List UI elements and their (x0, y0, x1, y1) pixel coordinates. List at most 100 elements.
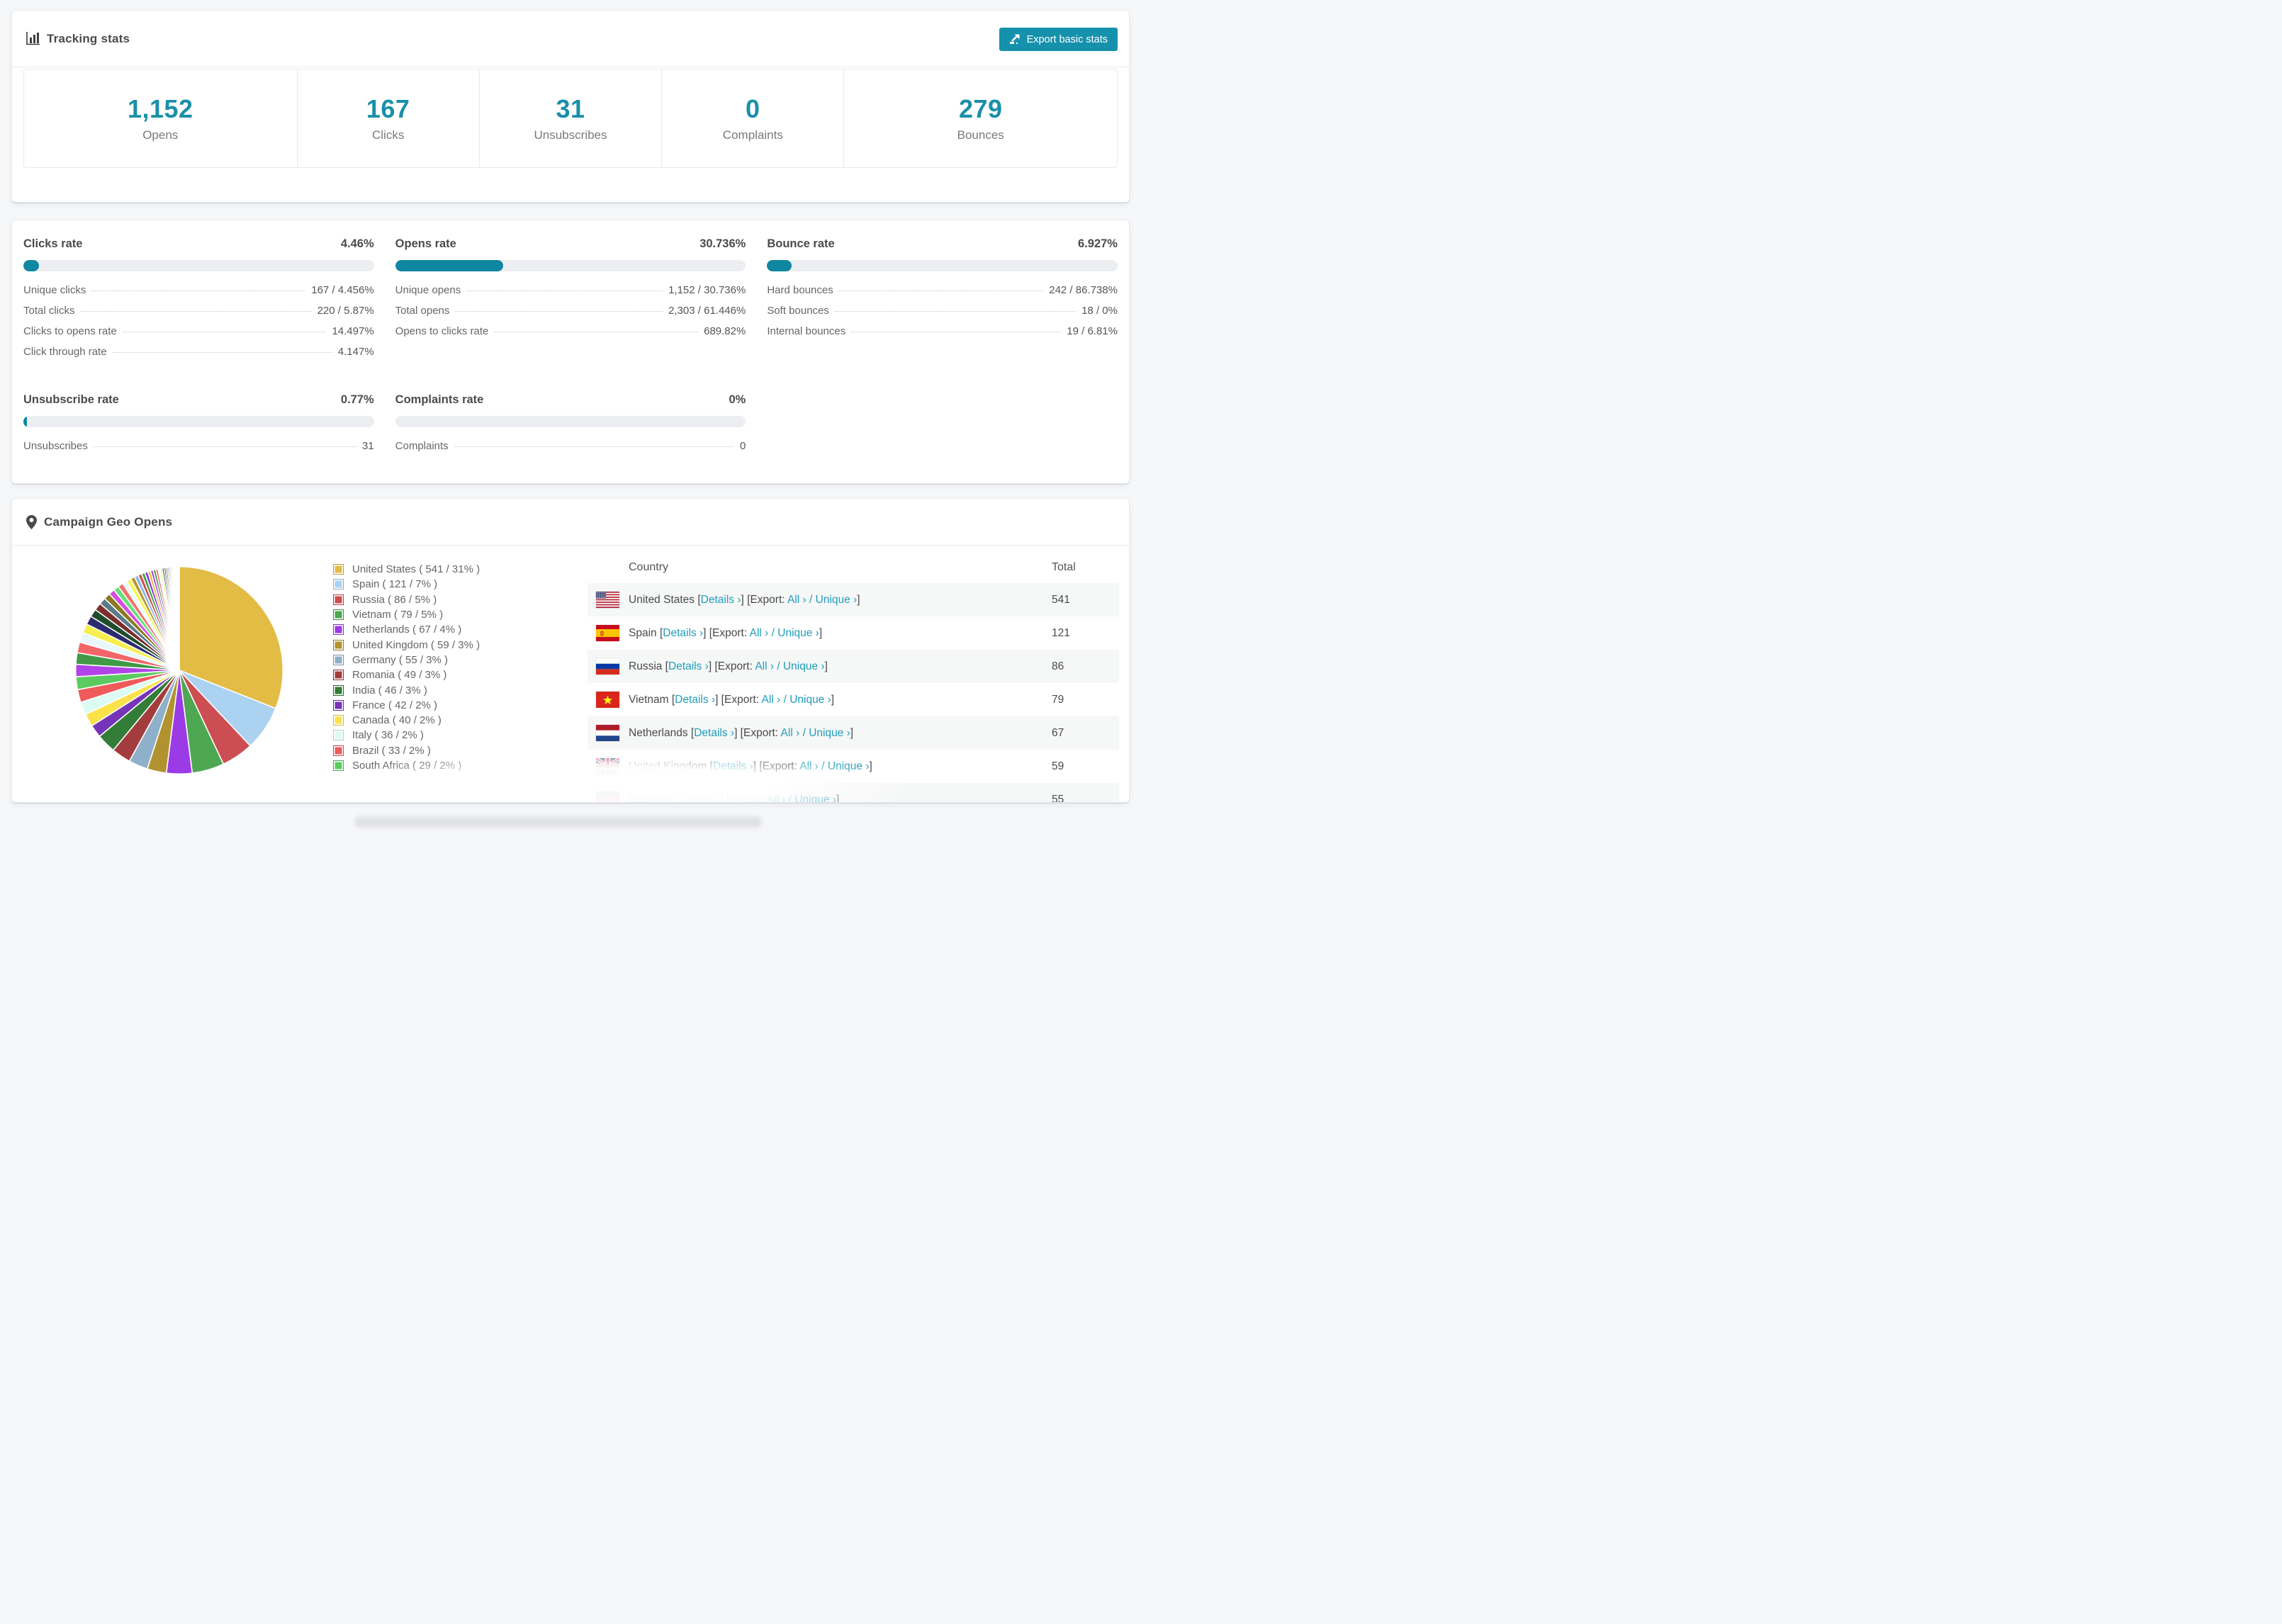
dotted-leader (455, 311, 663, 312)
legend-item-spain: Spain ( 121 / 7% ) (333, 577, 503, 592)
legend-color-chip (333, 670, 344, 681)
stat-label: Bounces (957, 128, 1004, 142)
export-separator[interactable]: / (802, 726, 806, 739)
geo-opens-title-text: Campaign Geo Opens (44, 514, 173, 529)
rate-row-clicks-to-opens-rate: Clicks to opens rate 14.497% (23, 325, 374, 346)
country-cell: United States [Details ›] [Export: All ›… (588, 592, 1052, 608)
stat-label: Clicks (371, 128, 405, 142)
rate-value: 0.77% (340, 393, 374, 406)
legend-item-united-kingdom: United Kingdom ( 59 / 3% ) (333, 637, 503, 652)
rate-row-label: Click through rate (23, 346, 107, 358)
rate-row-label: Unique clicks (23, 284, 86, 296)
rate-row-value: 14.497% (332, 325, 374, 337)
rate-row-label: Internal bounces (767, 325, 846, 337)
geo-table-row-russia: Russia [Details ›] [Export: All › / Uniq… (588, 650, 1119, 683)
stat-box-unsubscribes: 31 Unsubscribes (480, 69, 663, 167)
details-link[interactable]: Details › (668, 660, 709, 672)
legend-color-chip (333, 760, 344, 771)
export-all-link[interactable]: All › (766, 793, 786, 803)
stat-label: Complaints (722, 128, 783, 142)
export-separator[interactable]: / (821, 760, 825, 772)
export-unique-link[interactable]: Unique › (815, 593, 858, 606)
rate-row-total-clicks: Total clicks 220 / 5.87% (23, 305, 374, 325)
rate-row-value: 1,152 / 30.736% (668, 284, 746, 296)
flag-icon-ru (596, 658, 619, 675)
legend-color-chip (333, 579, 344, 590)
export-all-link[interactable]: All › (787, 593, 806, 606)
details-link[interactable]: Details › (680, 793, 721, 803)
export-all-link[interactable]: All › (749, 626, 769, 639)
rate-title: Bounce rate (767, 237, 835, 250)
legend-item-netherlands: Netherlands ( 67 / 4% ) (333, 622, 503, 637)
tracking-stats-title-text: Tracking stats (47, 31, 130, 45)
rate-row-internal-bounces: Internal bounces 19 / 6.81% (767, 325, 1118, 346)
rate-row-soft-bounces: Soft bounces 18 / 0% (767, 305, 1118, 325)
rate-title: Opens rate (395, 237, 456, 250)
rate-progress-fill (23, 416, 27, 427)
export-unique-link[interactable]: Unique › (777, 626, 819, 639)
rate-head: Complaints rate 0% (395, 393, 746, 407)
export-separator[interactable]: / (771, 626, 775, 639)
rate-progress-track (23, 260, 374, 271)
export-icon (1009, 34, 1020, 44)
details-link[interactable]: Details › (700, 593, 741, 606)
tracking-stats-body: 1,152 Opens 167 Clicks 31 Unsubscribes 0 Compla… (12, 69, 1129, 202)
rates-card: Clicks rate 4.46% Unique clicks 167 / 4.456… (11, 220, 1130, 484)
export-basic-stats-button[interactable]: Export basic stats (999, 28, 1118, 51)
total-cell: 86 (1052, 660, 1064, 672)
total-cell: 55 (1052, 793, 1064, 803)
country-links-text: United States [Details ›] [Export: All ›… (629, 593, 860, 606)
legend-label: South Africa ( 29 / 2% ) (352, 760, 462, 772)
stat-box-clicks: 167 Clicks (298, 69, 480, 167)
details-link[interactable]: Details › (712, 760, 753, 772)
export-all-link[interactable]: All › (780, 726, 800, 739)
details-link[interactable]: Details › (694, 726, 735, 739)
export-all-link[interactable]: All › (761, 693, 781, 706)
legend-label: United States ( 541 / 31% ) (352, 563, 480, 576)
export-unique-link[interactable]: Unique › (789, 693, 831, 706)
flag-icon-gb (596, 758, 619, 774)
rate-progress-track (395, 260, 746, 271)
country-cell: Russia [Details ›] [Export: All › / Uniq… (588, 658, 1052, 675)
export-separator[interactable]: / (783, 693, 787, 706)
flag-icon-us (596, 592, 619, 608)
export-unique-link[interactable]: Unique › (782, 660, 825, 672)
rate-row-label: Soft bounces (767, 305, 829, 317)
campaign-geo-opens-card: Campaign Geo Opens United States ( 541 /… (11, 498, 1130, 803)
rate-row-value: 2,303 / 61.446% (668, 305, 746, 317)
export-separator[interactable]: / (788, 793, 792, 803)
tracking-stats-header: Tracking stats Export basic stats (12, 11, 1129, 67)
legend-item-united-states: United States ( 541 / 31% ) (333, 562, 503, 577)
export-all-link[interactable]: All › (755, 660, 775, 672)
country-links-text: United Kingdom [Details ›] [Export: All … (629, 760, 872, 772)
location-pin-icon (26, 514, 37, 529)
legend-color-chip (333, 715, 344, 726)
export-separator[interactable]: / (777, 660, 780, 672)
rate-title: Clicks rate (23, 237, 83, 250)
country-column-header: Country (629, 560, 669, 573)
export-unique-link[interactable]: Unique › (794, 793, 836, 803)
details-link[interactable]: Details › (663, 626, 704, 639)
export-separator[interactable]: / (809, 593, 813, 606)
export-all-link[interactable]: All › (799, 760, 819, 772)
legend-label: Canada ( 40 / 2% ) (352, 714, 442, 727)
dotted-leader (834, 311, 1077, 312)
geo-table-row-germany: Germany [Details ›] [Export: All › / Uni… (588, 783, 1119, 803)
export-unique-link[interactable]: Unique › (809, 726, 850, 739)
rate-section-complaints-rate: Complaints rate 0% Complaints 0 (395, 393, 746, 461)
tracking-stats-card: Tracking stats Export basic stats 1,152 O… (11, 10, 1130, 203)
legend-color-chip (333, 564, 344, 575)
country-links-text: Netherlands [Details ›] [Export: All › /… (629, 726, 854, 739)
details-link[interactable]: Details › (675, 693, 716, 706)
rate-row-value: 19 / 6.81% (1067, 325, 1118, 337)
legend-label: India ( 46 / 3% ) (352, 684, 427, 697)
total-column-header: Total (1052, 560, 1076, 573)
stat-value: 167 (366, 94, 410, 123)
pie-slice-united-states (179, 565, 283, 709)
rate-row-value: 0 (739, 440, 746, 452)
export-unique-link[interactable]: Unique › (827, 760, 870, 772)
legend-item-vietnam: Vietnam ( 79 / 5% ) (333, 607, 503, 622)
rate-row-value: 18 / 0% (1081, 305, 1118, 317)
rate-value: 6.927% (1078, 237, 1118, 250)
rate-title: Unsubscribe rate (23, 393, 119, 406)
